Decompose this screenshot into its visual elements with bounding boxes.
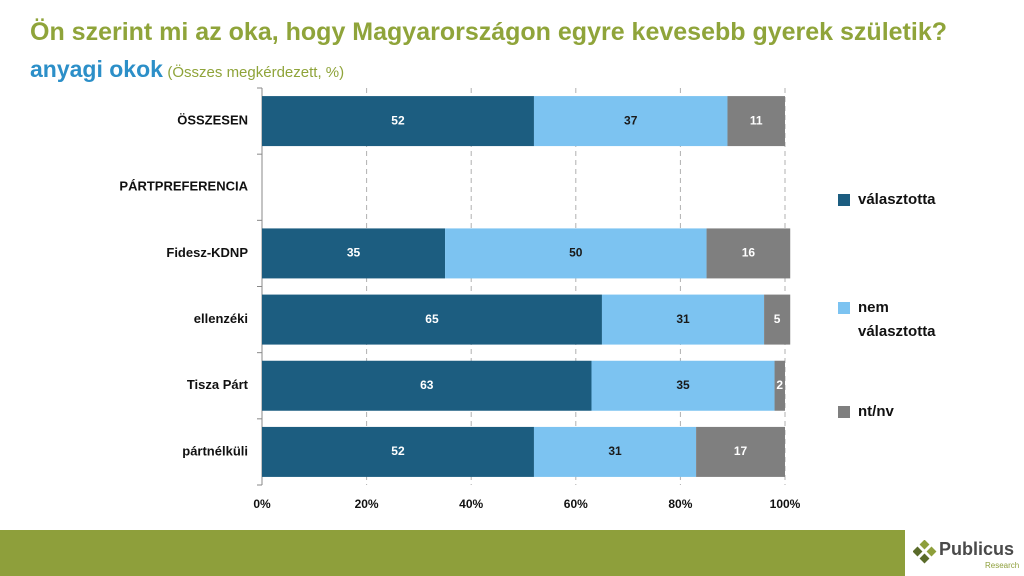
bar-segment (727, 96, 785, 147)
bar-segment (262, 426, 534, 477)
footer-band (0, 530, 1024, 576)
value-label: 5 (774, 312, 781, 326)
bar-segment (774, 360, 785, 411)
x-tick-label: 80% (668, 497, 692, 511)
logo: Publicus Research (905, 530, 1024, 576)
category-label: Tisza Párt (187, 377, 249, 392)
category-label: PÁRTPREFERENCIA (119, 179, 248, 194)
value-label: 50 (569, 246, 583, 260)
value-label: 35 (676, 378, 690, 392)
value-label: 17 (734, 444, 748, 458)
category-label: Fidesz-KDNP (166, 245, 248, 260)
bar-segment (262, 294, 602, 345)
title: Ön szerint mi az oka, hogy Magyarországo… (30, 18, 947, 46)
logo-name: Publicus (939, 539, 1015, 559)
category-label: ÖSSZESEN (177, 113, 248, 128)
category-label: pártnélküli (182, 443, 248, 458)
value-label: 11 (750, 113, 763, 127)
legend-swatch (838, 194, 850, 206)
subtitle-row: anyagi okok (Összes megkérdezett, %) (30, 56, 344, 83)
value-label: 65 (425, 312, 439, 326)
bar-segment (262, 228, 446, 279)
bar-segment (533, 426, 697, 477)
note: (Összes megkérdezett, %) (167, 64, 345, 81)
legend-label: választotta (858, 191, 936, 208)
value-label: 31 (608, 444, 622, 458)
bar-segment (601, 294, 765, 345)
bar-segment (706, 228, 791, 279)
value-label: 37 (624, 113, 638, 127)
value-label: 63 (420, 378, 434, 392)
x-tick-label: 20% (355, 497, 379, 511)
x-tick-label: 100% (770, 497, 801, 511)
logo-sub: Research (985, 561, 1020, 570)
value-label: 31 (676, 312, 690, 326)
value-label: 52 (391, 444, 405, 458)
legend-swatch (838, 406, 850, 418)
bar-segment (764, 294, 791, 345)
logo-icon (913, 540, 937, 564)
bar-segment (445, 228, 707, 279)
legend-label: nem választotta (858, 299, 936, 340)
bar-segment (533, 96, 728, 147)
x-tick-label: 60% (564, 497, 588, 511)
chart: 0% 20% 40% 60% 80% 100%ÖSSZESEN 52 37 11PÁRTPREF… (119, 87, 801, 511)
value-label: 35 (347, 246, 361, 260)
x-tick-label: 0% (253, 497, 271, 511)
category-label: ellenzéki (194, 311, 248, 326)
bar-segment (262, 96, 534, 147)
bar-segment (696, 426, 785, 477)
legend-label: nt/nv (858, 403, 894, 420)
bar-segment (591, 360, 775, 411)
value-label: 52 (391, 113, 405, 127)
value-label: 16 (742, 246, 756, 260)
legend-swatch (838, 302, 850, 314)
subtitle: anyagi okok (30, 56, 163, 82)
bar-segment (262, 360, 592, 411)
x-tick-label: 40% (459, 497, 483, 511)
value-label: 2 (776, 378, 783, 392)
